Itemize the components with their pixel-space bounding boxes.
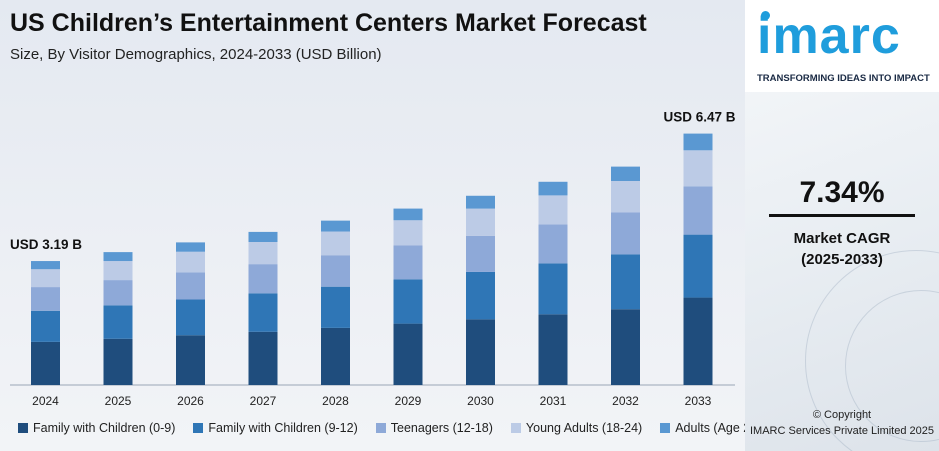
bar-segment-2030-series-4 xyxy=(466,195,495,209)
copyright-line2: IMARC Services Private Limited 2025 xyxy=(749,425,934,437)
bar-segment-2031-series-4 xyxy=(538,181,568,196)
bar-segment-2030-series-3 xyxy=(466,208,495,236)
bar-segment-2030-series-2 xyxy=(466,235,495,272)
bar-segment-2024-series-4 xyxy=(31,261,60,270)
bar-segment-2030-series-1 xyxy=(466,271,495,320)
bar-segment-2024-series-0 xyxy=(31,341,60,385)
bar-segment-2032-series-2 xyxy=(611,212,640,255)
legend-swatch xyxy=(660,423,671,433)
bar-segment-2029-series-4 xyxy=(393,208,423,221)
bar-segment-2027-series-1 xyxy=(248,293,278,332)
bar-segment-2029-series-2 xyxy=(393,245,423,280)
bar-segment-2025-series-0 xyxy=(103,338,133,385)
bar-segment-2028-series-3 xyxy=(321,231,350,256)
bar-segment-2033-series-4 xyxy=(683,133,713,151)
cagr-value: 7.34% xyxy=(799,176,885,209)
side-panel: imarc TRANSFORMING IDEAS INTO IMPACT 7.3… xyxy=(745,0,939,451)
bars-layer xyxy=(31,133,713,385)
cagr-label: Market CAGR (2025-2033) xyxy=(745,228,939,270)
bar-segment-2033-series-3 xyxy=(683,150,713,187)
imarc-logo: imarc xyxy=(757,7,901,65)
legend-swatch xyxy=(510,423,521,433)
cagr-label-line1: Market CAGR xyxy=(793,230,891,247)
bar-segment-2026-series-3 xyxy=(176,251,205,273)
bar-segment-2024-series-2 xyxy=(31,287,60,311)
x-tick-label: 2026 xyxy=(177,394,204,408)
x-tick-label: 2033 xyxy=(685,394,712,408)
bar-segment-2028-series-2 xyxy=(321,255,350,287)
bar-segment-2027-series-3 xyxy=(248,242,278,265)
logo-box: imarc TRANSFORMING IDEAS INTO IMPACT xyxy=(745,0,939,92)
x-tick-label: 2025 xyxy=(105,394,132,408)
legend-item: Family with Children (0-9) xyxy=(18,421,175,435)
bar-segment-2025-series-3 xyxy=(103,261,133,281)
legend-swatch xyxy=(375,423,386,433)
total-annotation-2033: USD 6.47 B xyxy=(663,110,735,125)
stacked-bar-chart: 2024 2025 2026 2027 2028 2029 2030 2031 2032 2033… xyxy=(10,110,736,408)
bar-segment-2025-series-4 xyxy=(103,252,133,262)
bar-segment-2028-series-4 xyxy=(321,220,350,232)
bar-segment-2029-series-1 xyxy=(393,279,423,324)
legend-label: Teenagers (12-18) xyxy=(390,421,493,435)
bar-segment-2026-series-2 xyxy=(176,272,205,300)
bar-segment-2030-series-0 xyxy=(466,319,495,385)
chart-title: US Children’s Entertainment Centers Mark… xyxy=(10,9,647,37)
x-tick-label: 2027 xyxy=(250,394,277,408)
bar-segment-2029-series-0 xyxy=(393,323,423,385)
bar-segment-2027-series-0 xyxy=(248,331,278,385)
bar-segment-2028-series-1 xyxy=(321,286,350,328)
x-tick-label: 2031 xyxy=(540,394,567,408)
copyright-line1: © Copyright xyxy=(812,409,872,421)
logo-dot-icon xyxy=(761,11,770,20)
x-tick-label: 2030 xyxy=(467,394,494,408)
bar-segment-2027-series-2 xyxy=(248,264,278,294)
bar-segment-2031-series-0 xyxy=(538,314,568,385)
bar-segment-2033-series-0 xyxy=(683,297,713,385)
bar-segment-2033-series-1 xyxy=(683,234,713,298)
bar-segment-2024-series-3 xyxy=(31,269,60,288)
bar-segment-2024-series-1 xyxy=(31,310,60,342)
total-annotation-2024: USD 3.19 B xyxy=(10,237,82,252)
bar-segment-2032-series-1 xyxy=(611,254,640,310)
bar-segment-2031-series-1 xyxy=(538,263,568,315)
bar-segment-2028-series-0 xyxy=(321,327,350,385)
bar-segment-2026-series-0 xyxy=(176,335,205,385)
bar-segment-2032-series-4 xyxy=(611,166,640,181)
bar-segment-2033-series-2 xyxy=(683,186,713,235)
legend-swatch xyxy=(18,423,28,433)
x-tick-label: 2028 xyxy=(322,394,349,408)
legend-item: Young Adults (18-24) xyxy=(510,421,643,435)
bar-segment-2027-series-4 xyxy=(248,231,278,242)
bar-segment-2026-series-1 xyxy=(176,299,205,336)
bar-segment-2025-series-1 xyxy=(103,305,133,339)
bar-segment-2025-series-2 xyxy=(103,280,133,306)
chart-panel: US Children’s Entertainment Centers Mark… xyxy=(0,0,769,451)
labels-layer: 2024 2025 2026 2027 2028 2029 2030 2031 2032 2033… xyxy=(10,110,736,408)
legend-item: Family with Children (9-12) xyxy=(193,421,358,435)
legend-swatch xyxy=(193,423,204,433)
bar-segment-2032-series-0 xyxy=(611,309,640,385)
bar-segment-2029-series-3 xyxy=(393,220,423,246)
bar-segment-2026-series-4 xyxy=(176,242,205,252)
x-tick-label: 2032 xyxy=(612,394,639,408)
chart-legend: Family with Children (0-9) Family with Ch… xyxy=(18,421,769,435)
bar-segment-2031-series-2 xyxy=(538,224,568,264)
legend-label: Family with Children (0-9) xyxy=(33,421,176,435)
bar-segment-2032-series-3 xyxy=(611,181,640,213)
legend-label: Family with Children (9-12) xyxy=(208,421,358,435)
x-tick-label: 2024 xyxy=(32,394,59,408)
x-tick-label: 2029 xyxy=(395,394,422,408)
cagr-label-line2: (2025-2033) xyxy=(801,251,883,268)
cagr-divider xyxy=(769,214,915,217)
legend-label: Young Adults (18-24) xyxy=(525,421,643,435)
legend-item: Teenagers (12-18) xyxy=(375,421,493,435)
logo-tagline: TRANSFORMING IDEAS INTO IMPACT xyxy=(757,73,930,84)
copyright: © Copyright IMARC Services Private Limit… xyxy=(745,407,939,439)
bar-segment-2031-series-3 xyxy=(538,195,568,225)
chart-subtitle: Size, By Visitor Demographics, 2024-2033… xyxy=(10,46,382,63)
